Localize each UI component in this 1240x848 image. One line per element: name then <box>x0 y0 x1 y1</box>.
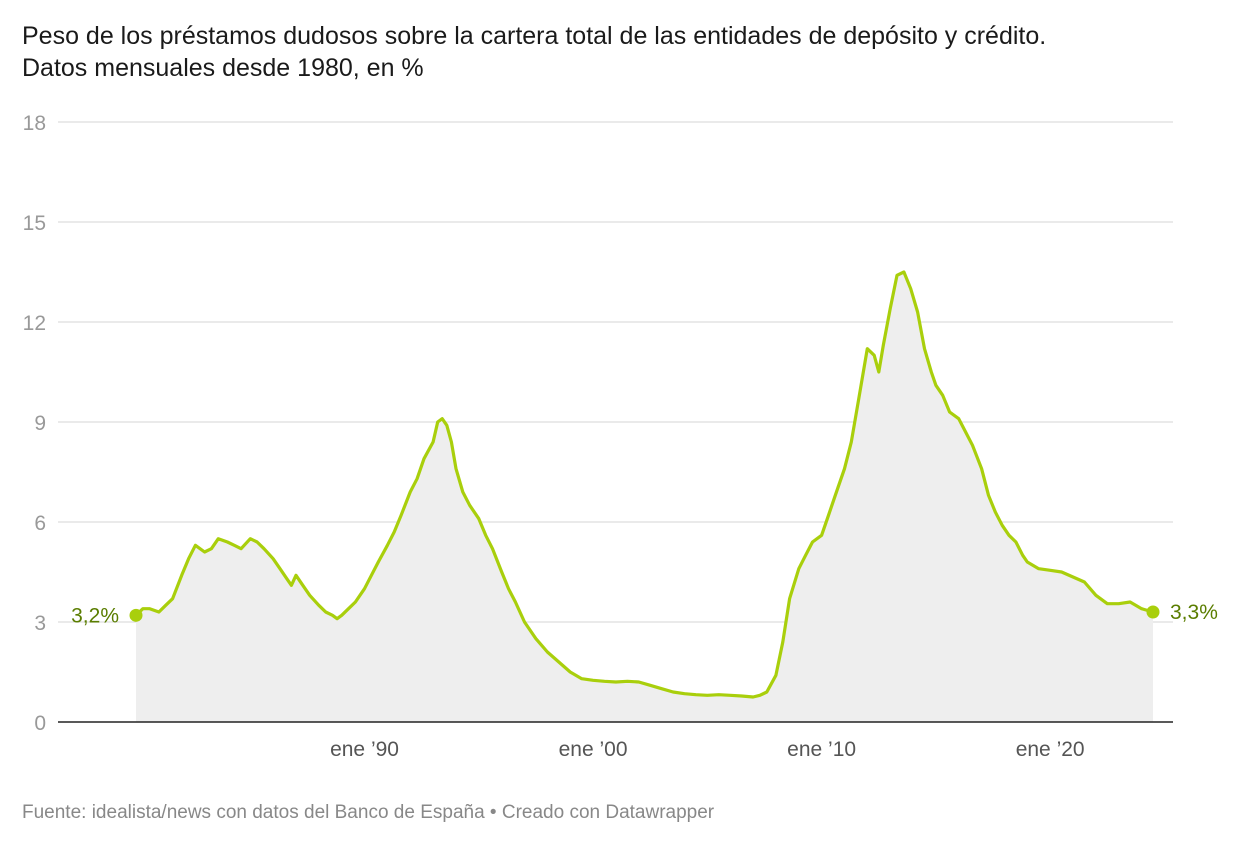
endpoint-marker <box>1146 605 1160 619</box>
y-tick-label: 9 <box>34 412 46 435</box>
chart-title-line: Peso de los préstamos dudosos sobre la c… <box>22 22 1047 50</box>
x-tick-labels: ene ’90 ene ’00 ene ’10 ene ’20 <box>330 738 1085 761</box>
chart-title: Peso de los préstamos dudosos sobre la c… <box>22 20 1222 84</box>
y-tick-label: 15 <box>23 212 46 235</box>
area-layer <box>134 270 1155 722</box>
endpoint-label: 3,3% <box>1170 601 1218 624</box>
endpoint-marker <box>129 608 143 622</box>
y-tick-label: 6 <box>34 512 46 535</box>
area-fill <box>136 272 1153 722</box>
annotation-layer: 3,2% 3,3% <box>71 601 1218 627</box>
endpoint-label: 3,2% <box>71 604 119 627</box>
x-tick-label: ene ’20 <box>1016 738 1085 761</box>
x-tick-label: ene ’00 <box>559 738 628 761</box>
chart-subtitle: Datos mensuales desde 1980, en % <box>22 54 424 82</box>
y-tick-label: 3 <box>34 612 46 635</box>
series-line <box>134 270 1155 699</box>
x-tick-label: ene ’90 <box>330 738 399 761</box>
y-tick-label: 0 <box>34 712 46 735</box>
y-tick-label: 12 <box>23 312 46 335</box>
x-tick-label: ene ’10 <box>787 738 856 761</box>
y-tick-label: 18 <box>23 112 46 135</box>
y-tick-labels: 0 3 6 9 12 15 18 <box>23 112 46 735</box>
source-note: Fuente: idealista/news con datos del Ban… <box>22 802 715 823</box>
